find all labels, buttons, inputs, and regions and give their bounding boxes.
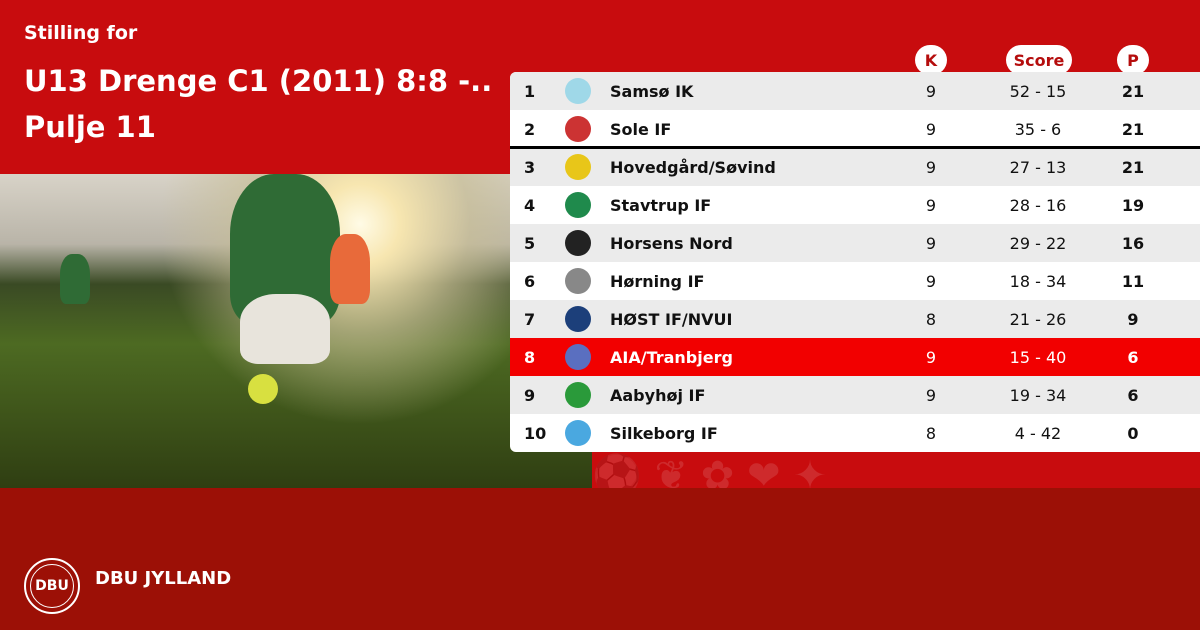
team-logo-icon (565, 420, 591, 446)
points: 19 (1121, 195, 1145, 215)
football-photo (0, 174, 592, 488)
points: 21 (1121, 119, 1145, 139)
team-name: Samsø IK (610, 81, 694, 101)
team-name: Silkeborg IF (610, 423, 718, 443)
points: 21 (1121, 157, 1145, 177)
table-row[interactable]: 4 Stavtrup IF 9 28 - 16 19 (510, 186, 1200, 224)
table-row[interactable]: 9 Aabyhøj IF 9 19 - 34 6 (510, 376, 1200, 414)
matches-played: 9 (925, 347, 937, 367)
matches-played: 9 (925, 385, 937, 405)
position: 5 (524, 233, 536, 253)
team-name: HØST IF/NVUI (610, 309, 733, 329)
position: 6 (524, 271, 536, 291)
points: 6 (1127, 347, 1139, 367)
table-row[interactable]: 1 Samsø IK 9 52 - 15 21 (510, 72, 1200, 110)
team-name: Stavtrup IF (610, 195, 712, 215)
team-name: Hørning IF (610, 271, 705, 291)
promotion-divider (510, 146, 1200, 149)
team-logo-icon (565, 116, 591, 142)
score: 29 - 22 (1009, 233, 1067, 253)
column-header-p: P (1117, 45, 1149, 75)
position: 1 (524, 81, 536, 101)
position: 9 (524, 385, 536, 405)
standings-table: 1 Samsø IK 9 52 - 15 21 2 Sole IF 9 35 - 6 21 3 Hov… (510, 72, 1200, 452)
column-header-k: K (915, 45, 947, 75)
matches-played: 9 (925, 81, 937, 101)
score: 15 - 40 (1009, 347, 1067, 367)
watermark: ⚽ ❦ ✿ ❤ ✦ (592, 453, 827, 488)
position: 7 (524, 309, 536, 329)
matches-played: 9 (925, 195, 937, 215)
table-row[interactable]: 2 Sole IF 9 35 - 6 21 (510, 110, 1200, 148)
page-title: U13 Drenge C1 (2011) 8:8 -.. Pulje 11 (24, 64, 493, 144)
points: 11 (1121, 271, 1145, 291)
points: 16 (1121, 233, 1145, 253)
team-name: AIA/Tranbjerg (610, 347, 733, 367)
table-row[interactable]: 7 HØST IF/NVUI 8 21 - 26 9 (510, 300, 1200, 338)
team-logo-icon (565, 230, 591, 256)
logo-text: DBU (35, 578, 69, 594)
points: 21 (1121, 81, 1145, 101)
team-logo-icon (565, 78, 591, 104)
team-name: Hovedgård/Søvind (610, 157, 776, 177)
matches-played: 8 (925, 423, 937, 443)
team-logo-icon (565, 382, 591, 408)
score: 21 - 26 (1009, 309, 1067, 329)
position: 2 (524, 119, 536, 139)
team-logo-icon (565, 154, 591, 180)
points: 6 (1127, 385, 1139, 405)
column-header-score: Score (1006, 45, 1072, 75)
score: 4 - 42 (1014, 423, 1062, 443)
team-name: Aabyhøj IF (610, 385, 706, 405)
score: 28 - 16 (1009, 195, 1067, 215)
matches-played: 8 (925, 309, 937, 329)
table-row[interactable]: 10 Silkeborg IF 8 4 - 42 0 (510, 414, 1200, 452)
dbu-logo-icon: DBU (24, 558, 80, 614)
points: 0 (1127, 423, 1139, 443)
brand-name: DBU JYLLAND (95, 568, 232, 589)
matches-played: 9 (925, 119, 937, 139)
subtitle: Stilling for (24, 22, 138, 44)
score: 19 - 34 (1009, 385, 1067, 405)
matches-played: 9 (925, 233, 937, 253)
position: 10 (524, 423, 547, 443)
score: 52 - 15 (1009, 81, 1067, 101)
team-logo-icon (565, 192, 591, 218)
position: 3 (524, 157, 536, 177)
table-row[interactable]: 5 Horsens Nord 9 29 - 22 16 (510, 224, 1200, 262)
table-row[interactable]: 6 Hørning IF 9 18 - 34 11 (510, 262, 1200, 300)
matches-played: 9 (925, 271, 937, 291)
team-logo-icon (565, 344, 591, 370)
score: 18 - 34 (1009, 271, 1067, 291)
score: 35 - 6 (1014, 119, 1062, 139)
position: 4 (524, 195, 536, 215)
footer: DBU DBU JYLLAND (0, 488, 1200, 630)
matches-played: 9 (925, 157, 937, 177)
score: 27 - 13 (1009, 157, 1067, 177)
table-row[interactable]: 8 AIA/Tranbjerg 9 15 - 40 6 (510, 338, 1200, 376)
team-logo-icon (565, 306, 591, 332)
position: 8 (524, 347, 536, 367)
team-logo-icon (565, 268, 591, 294)
team-name: Sole IF (610, 119, 672, 139)
table-row[interactable]: 3 Hovedgård/Søvind 9 27 - 13 21 (510, 148, 1200, 186)
team-name: Horsens Nord (610, 233, 733, 253)
points: 9 (1127, 309, 1139, 329)
